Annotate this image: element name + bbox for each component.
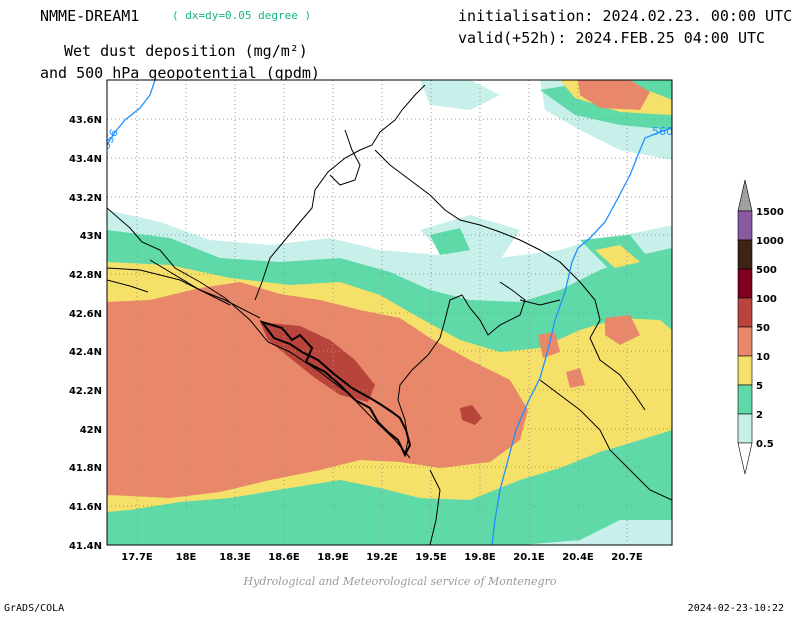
lon-label: 18E (176, 552, 197, 563)
lat-label: 42N (80, 425, 102, 436)
model-resolution: ( dx=dy=0.05 degree ) (172, 9, 312, 22)
legend-label: 0.5 (756, 439, 774, 450)
country-borders (107, 84, 672, 545)
contour-label-560: 560 (652, 125, 673, 138)
lon-label: 20.7E (611, 552, 643, 563)
legend-label: 500 (756, 265, 777, 276)
legend-swatch-1000 (737, 210, 753, 241)
lon-label: 19.5E (415, 552, 447, 563)
legend-label: 10 (756, 352, 770, 363)
lon-label: 18.6E (268, 552, 300, 563)
legend-swatch-10 (737, 326, 753, 357)
lat-label: 43.4N (69, 154, 102, 165)
lat-label: 41.8N (69, 463, 102, 474)
lat-label: 43.6N (69, 115, 102, 126)
legend-bottom-arrow (737, 442, 753, 475)
lat-label: 42.6N (69, 309, 102, 320)
deposition-level-10 (107, 80, 650, 498)
longitude-axis: 17.7E 18E 18.3E 18.6E 18.9E 19.2E 19.5E … (121, 552, 643, 563)
legend-label: 2 (756, 410, 763, 421)
legend-label: 50 (756, 323, 770, 334)
map-plot-area: 556 560 (107, 80, 673, 545)
field-title-line2: and 500 hPa geopotential (gpdm) (40, 64, 320, 82)
lon-label: 18.3E (219, 552, 251, 563)
legend-swatch-5 (737, 355, 753, 386)
geopotential-contours (107, 80, 672, 545)
credit-line: Hydrological and Meteorological service … (243, 575, 557, 588)
legend-label: 1000 (756, 236, 784, 247)
lon-label: 19.8E (464, 552, 496, 563)
latitude-axis: 43.6N 43.4N 43.2N 43N 42.8N 42.6N 42.4N … (69, 115, 102, 552)
lon-label: 19.2E (366, 552, 398, 563)
lon-label: 20.4E (562, 552, 594, 563)
legend-label: 5 (756, 381, 763, 392)
legend-swatch-50 (737, 297, 753, 328)
lat-label: 43N (80, 231, 102, 242)
lon-label: 17.7E (121, 552, 153, 563)
software-label: GrADS/COLA (4, 603, 65, 614)
valid-time: valid(+52h): 2024.FEB.25 04:00 UTC (458, 29, 766, 47)
lat-label: 43.2N (69, 193, 102, 204)
lat-label: 42.2N (69, 386, 102, 397)
field-title-line1: Wet dust deposition (mg/m²) (64, 42, 308, 60)
legend-label: 1500 (756, 207, 784, 218)
legend-label: 100 (756, 294, 777, 305)
legend-swatch-0.5 (737, 413, 753, 444)
color-legend: 0.5 2 5 10 50 100 500 1000 1500 (737, 179, 784, 475)
lat-label: 41.6N (69, 502, 102, 513)
graticule (107, 80, 672, 545)
legend-top-arrow (737, 179, 753, 212)
model-name: NMME-DREAM1 (40, 7, 140, 25)
legend-swatch-100 (737, 268, 753, 299)
legend-swatch-500 (737, 239, 753, 270)
lon-label: 18.9E (317, 552, 349, 563)
lon-label: 20.1E (513, 552, 545, 563)
map-frame (106, 79, 673, 546)
deposition-level-50 (260, 322, 482, 425)
render-timestamp: 2024-02-23-10:22 (687, 603, 784, 614)
montenegro-outline (259, 320, 412, 458)
legend-swatch-2 (737, 384, 753, 415)
lat-label: 41.4N (69, 541, 102, 552)
lat-label: 42.8N (69, 270, 102, 281)
lat-label: 42.4N (69, 347, 102, 358)
initialisation-time: initialisation: 2024.02.23. 00:00 UTC (458, 7, 793, 25)
